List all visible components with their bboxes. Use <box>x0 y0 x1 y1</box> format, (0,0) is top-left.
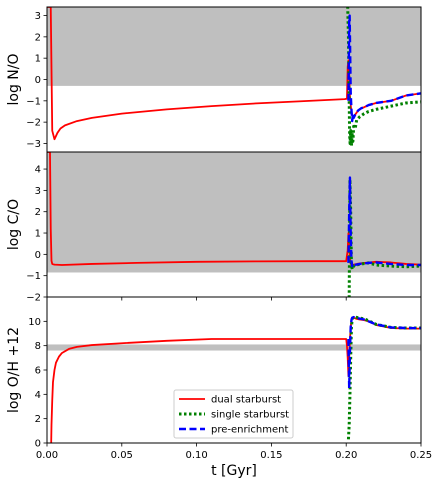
series-group <box>50 315 421 443</box>
legend-label: single starburst <box>211 410 289 421</box>
y-tick-label: 0 <box>35 250 41 261</box>
series-line-pre-enrichment <box>347 176 421 268</box>
legend-label: pre-enrichment <box>211 425 288 436</box>
y-tick-label: 2 <box>35 414 41 425</box>
y-tick-label: 2 <box>35 207 41 218</box>
y-tick-label: −1 <box>26 96 41 107</box>
series-group <box>47 7 421 148</box>
x-axis: 0.00 0.05 0.10 0.15 0.20 0.25 <box>36 450 432 461</box>
panel-3: 0 2 4 6 8 10 log O/H +12 <box>6 296 422 450</box>
y-tick-label: −2 <box>26 293 41 304</box>
y-tick-label: 2 <box>35 32 41 43</box>
x-tick-label: 0.15 <box>260 450 282 461</box>
x-tick-label: 0.05 <box>111 450 133 461</box>
panel-2: −2 −1 0 1 2 3 4 log C/O <box>6 151 422 304</box>
panel-1: −3 −2 −1 0 1 2 3 log N/O <box>6 6 422 156</box>
x-tick-label: 0.00 <box>36 450 58 461</box>
y-tick-label: 1 <box>35 54 41 65</box>
shaded-band <box>47 7 421 86</box>
series-line-pre-enrichment <box>347 14 421 123</box>
y-tick-label: 6 <box>35 366 41 377</box>
y-tick-label: 3 <box>35 11 41 22</box>
y-tick-label: 8 <box>35 341 41 352</box>
legend-label: dual starburst <box>211 395 281 406</box>
y-axis-label: log C/O <box>6 199 22 250</box>
y-tick-label: −1 <box>26 271 41 282</box>
shaded-band <box>47 344 421 351</box>
y-tick-label: 0 <box>35 439 41 450</box>
y-tick-label: −2 <box>26 118 41 129</box>
y-tick-label: 4 <box>35 165 41 176</box>
x-tick-label: 0.10 <box>185 450 207 461</box>
y-tick-label: 10 <box>28 317 41 328</box>
legend: dual starburst single starburst pre-enrich… <box>173 389 294 439</box>
series-line-pre-enrichment <box>347 315 421 390</box>
x-tick-label: 0.25 <box>410 450 432 461</box>
series-group <box>47 152 421 297</box>
panels-layer: −3 −2 −1 0 1 2 3 log N/O −2 −1 0 1 2 3 4 log C/O 0 2 4 6 8 10… <box>6 6 422 450</box>
y-axis-label: log N/O <box>6 53 22 105</box>
y-tick-label: 1 <box>35 229 41 240</box>
x-tick-label: 0.20 <box>335 450 357 461</box>
series-line-single-starburst <box>346 7 421 148</box>
y-tick-label: 4 <box>35 390 41 401</box>
y-tick-label: 0 <box>35 75 41 86</box>
shaded-band <box>47 152 421 273</box>
series-line-single-starburst <box>346 315 421 440</box>
legend-box <box>173 389 294 439</box>
x-axis-label: t [Gyr] <box>211 463 257 479</box>
y-axis-label: log O/H +12 <box>6 327 22 413</box>
y-tick-label: −3 <box>26 139 41 150</box>
y-tick-label: 3 <box>35 186 41 197</box>
